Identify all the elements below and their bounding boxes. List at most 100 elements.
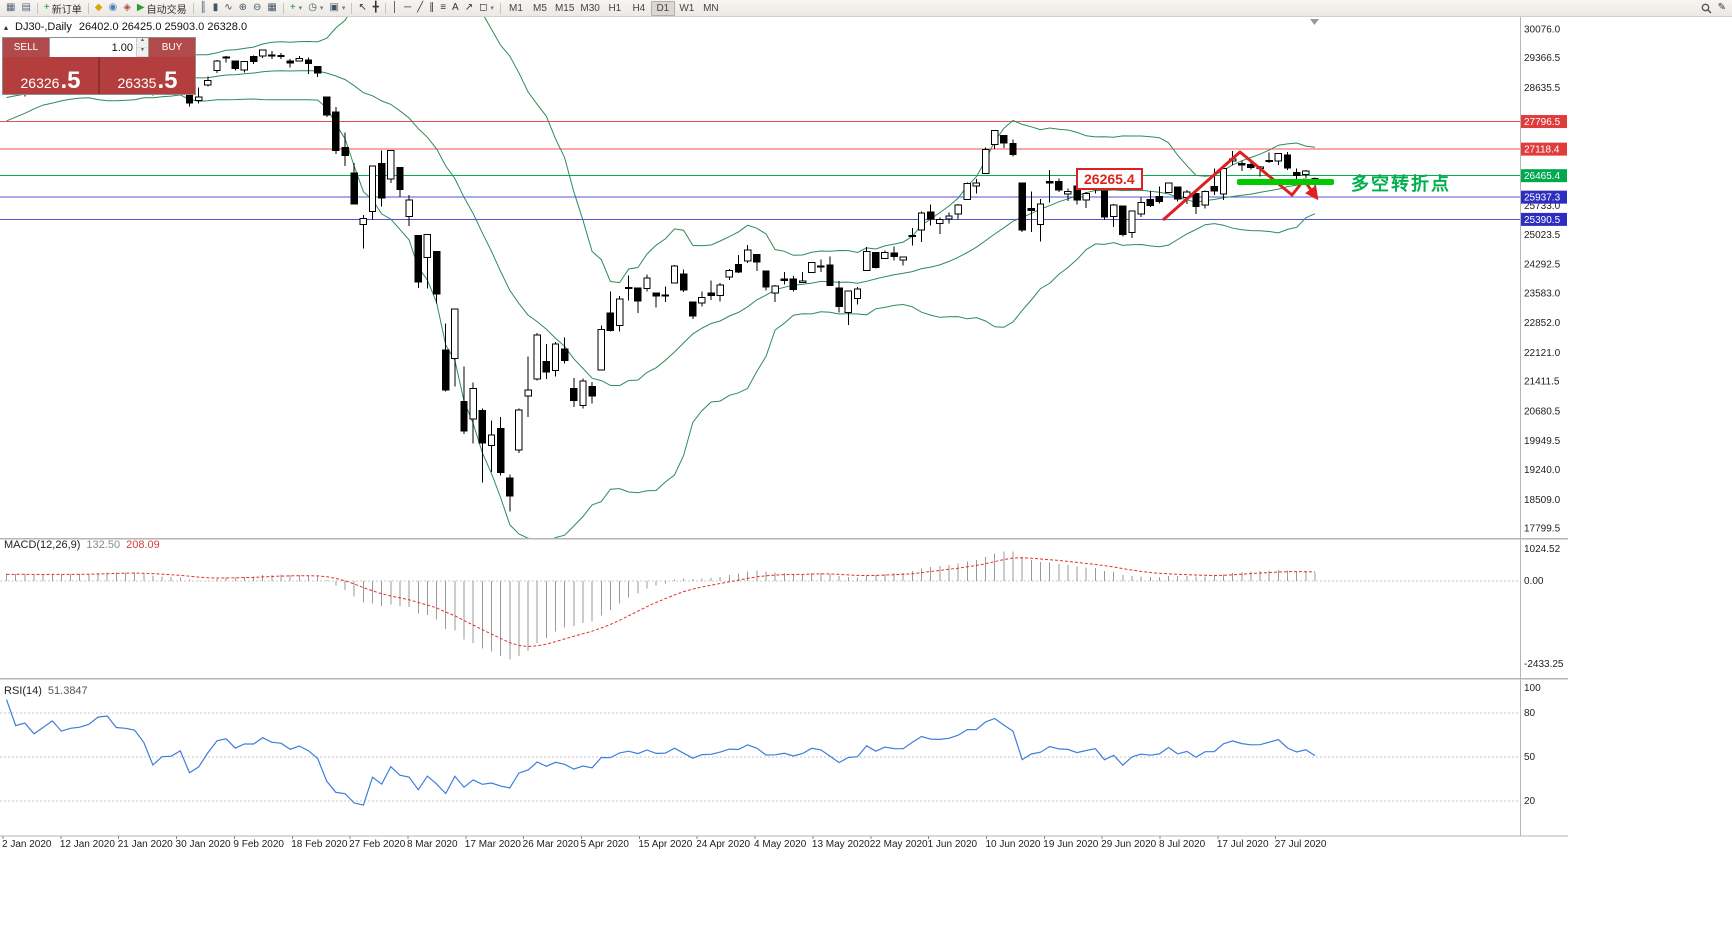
toolbar-vertical-line-button[interactable]: │ bbox=[389, 1, 401, 16]
rsi-value: 51.3847 bbox=[47, 685, 88, 697]
chart-ohlc-line: ▴ DJ30-,Daily 26402.0 26425.0 25903.0 26… bbox=[4, 21, 247, 33]
toolbar-chart-candles-button[interactable]: ▮ bbox=[210, 1, 222, 16]
toolbar-shapes-tool-button[interactable]: ◻ ▾ bbox=[476, 1, 497, 16]
buy-price-frac: .5 bbox=[157, 67, 178, 95]
timeframe-M5-button[interactable]: M5 bbox=[528, 1, 552, 16]
zoom-in-icon: ⊕ bbox=[238, 2, 247, 13]
tile-windows-icon: ▦ bbox=[267, 2, 277, 13]
timeframe-MN-button[interactable]: MN bbox=[699, 1, 723, 16]
toolbar-indicators-add-button[interactable]: + ▾ bbox=[287, 1, 305, 16]
toolbar-separator bbox=[192, 2, 194, 14]
templates-caret-icon[interactable]: ▾ bbox=[341, 5, 346, 12]
buy-price[interactable]: 26335.5 bbox=[100, 57, 195, 94]
volume-spinner: ▲ ▼ bbox=[136, 38, 148, 57]
equidistant-channel-icon: ∥ bbox=[429, 2, 435, 13]
buy-button[interactable]: BUY bbox=[149, 38, 195, 57]
toolbar-tile-windows-button[interactable]: ▦ bbox=[264, 1, 279, 16]
edit-icon[interactable]: ✎ bbox=[1715, 1, 1729, 16]
sell-price[interactable]: 26326.5 bbox=[3, 57, 100, 94]
strategy-tester-icon: ◈ bbox=[123, 2, 131, 13]
timeframe-H4-button[interactable]: H4 bbox=[627, 1, 651, 16]
cursor-icon: ↖ bbox=[358, 2, 367, 13]
toolbar-metaeditor-button[interactable]: ◆ bbox=[92, 1, 106, 16]
price-tick-label: 22852.0 bbox=[1524, 318, 1561, 329]
toolbar-equidistant-channel-button[interactable]: ∥ bbox=[426, 1, 437, 16]
sell-price-main: 26326 bbox=[20, 74, 60, 91]
chart-bars-icon: ║ bbox=[199, 2, 207, 13]
chart-shift-icon[interactable] bbox=[1310, 19, 1319, 25]
toolbar-arrows-tool-button[interactable]: ↗ bbox=[462, 1, 476, 16]
price-tick-label: 18509.0 bbox=[1524, 495, 1561, 506]
toolbar-new-order-button[interactable]: + 新订单 bbox=[41, 1, 85, 16]
macd-indicator-label: MACD(12,26,9) 132.50 208.09 bbox=[4, 539, 160, 551]
sell-button[interactable]: SELL bbox=[3, 38, 49, 57]
timeframe-M30-button[interactable]: M30 bbox=[577, 1, 602, 16]
symbol-period-label: DJ30-,Daily bbox=[15, 21, 72, 33]
volume-down-button[interactable]: ▼ bbox=[137, 47, 148, 57]
date-label: 13 May 2020 bbox=[812, 839, 870, 850]
shapes-tool-caret-icon[interactable]: ▾ bbox=[490, 5, 494, 12]
pane-separator[interactable] bbox=[0, 538, 1568, 540]
new-chart-icon: ▦ bbox=[6, 2, 16, 13]
turning-point-note[interactable]: 多空转折点 bbox=[1351, 174, 1451, 194]
toolbar-strategy-tester-button[interactable]: ◈ bbox=[120, 1, 134, 16]
toolbar-zoom-out-button[interactable]: ⊖ bbox=[250, 1, 264, 16]
indicators-add-caret-icon[interactable]: ▾ bbox=[298, 5, 303, 12]
date-label: 17 Mar 2020 bbox=[465, 839, 522, 850]
timeframe-W1-button[interactable]: W1 bbox=[675, 1, 699, 16]
trend-arrow-annotation[interactable] bbox=[1162, 150, 1319, 222]
profiles-icon: ▤ bbox=[21, 2, 31, 13]
rsi-name: RSI(14) bbox=[4, 685, 42, 697]
toolbar-separator bbox=[282, 2, 284, 14]
timeframe-D1-button[interactable]: D1 bbox=[650, 0, 675, 16]
price-tick-label: 19949.5 bbox=[1524, 436, 1561, 447]
ohlc-values: 26402.0 26425.0 25903.0 26328.0 bbox=[78, 21, 248, 33]
toolbar-profiles-button[interactable]: ▤ bbox=[18, 1, 33, 16]
toolbar-new-chart-button[interactable]: ▦ bbox=[3, 1, 18, 16]
toolbar-fibonacci-button[interactable]: ≡ bbox=[437, 1, 449, 16]
volume-up-button[interactable]: ▲ bbox=[137, 38, 148, 48]
chart-canvas[interactable]: 30076.0 29366.5 28635.5 25733.0 25023.5 24292… bbox=[0, 17, 1568, 943]
price-tick-label: 24292.5 bbox=[1524, 260, 1561, 271]
date-label: 18 Feb 2020 bbox=[291, 839, 348, 850]
toolbar-chart-line-button[interactable]: ∿ bbox=[221, 1, 235, 16]
macd-name: MACD(12,26,9) bbox=[4, 539, 81, 551]
one-click-trading-panel: SELL ▲ ▼ BUY 26326.5 26335.5 bbox=[2, 37, 196, 95]
periods-caret-icon[interactable]: ▾ bbox=[319, 5, 324, 12]
fibonacci-icon: ≡ bbox=[440, 2, 447, 13]
search-icon[interactable] bbox=[1698, 1, 1715, 16]
toolbar-terminal-button[interactable]: ◉ bbox=[105, 1, 120, 16]
volume-input[interactable] bbox=[50, 38, 136, 57]
timeframe-M15-button[interactable]: M15 bbox=[552, 1, 577, 16]
toolbar-separator bbox=[36, 2, 38, 14]
date-label: 8 Jul 2020 bbox=[1159, 839, 1206, 850]
date-label: 24 Apr 2020 bbox=[696, 839, 750, 850]
toolbar-cursor-button[interactable]: ↖ bbox=[355, 1, 369, 16]
toolbar-horizontal-line-button[interactable]: ─ bbox=[401, 1, 414, 16]
toolbar-autotrading-button[interactable]: ▶ 自动交易 bbox=[134, 1, 190, 16]
toolbar-trendline-button[interactable]: ╱ bbox=[414, 1, 426, 16]
price-tick-label: 23583.0 bbox=[1524, 288, 1561, 299]
toolbar-periods-button[interactable]: ◷ ▾ bbox=[305, 1, 326, 16]
indicators-add-icon: + bbox=[289, 2, 296, 13]
volume-field: ▲ ▼ bbox=[49, 38, 149, 57]
toolbar-chart-bars-button[interactable]: ║ bbox=[197, 1, 210, 16]
timeframe-M1-button[interactable]: M1 bbox=[504, 1, 528, 16]
price-flag-annotation[interactable]: 26265.4 bbox=[1076, 168, 1143, 190]
toolbar-templates-button[interactable]: ▣ ▾ bbox=[326, 1, 348, 16]
text-tool-icon: A bbox=[452, 2, 459, 13]
rsi-line bbox=[5, 699, 1316, 806]
price-tag-label: 25937.3 bbox=[1524, 193, 1561, 204]
chart-candles-icon: ▮ bbox=[212, 2, 219, 13]
date-label: 8 Mar 2020 bbox=[407, 839, 458, 850]
date-label: 4 May 2020 bbox=[754, 839, 807, 850]
one-click-toggle-icon[interactable]: ▴ bbox=[4, 22, 9, 32]
price-tag bbox=[1521, 190, 1567, 204]
toolbar-zoom-in-button[interactable]: ⊕ bbox=[236, 1, 250, 16]
date-label: 5 Apr 2020 bbox=[581, 839, 630, 850]
pane-separator[interactable] bbox=[0, 678, 1568, 680]
timeframe-H1-button[interactable]: H1 bbox=[603, 1, 627, 16]
support-bar-annotation[interactable] bbox=[1237, 179, 1334, 185]
toolbar-text-tool-button[interactable]: A bbox=[449, 1, 462, 16]
toolbar-crosshair-button[interactable]: ╋ bbox=[370, 1, 382, 16]
